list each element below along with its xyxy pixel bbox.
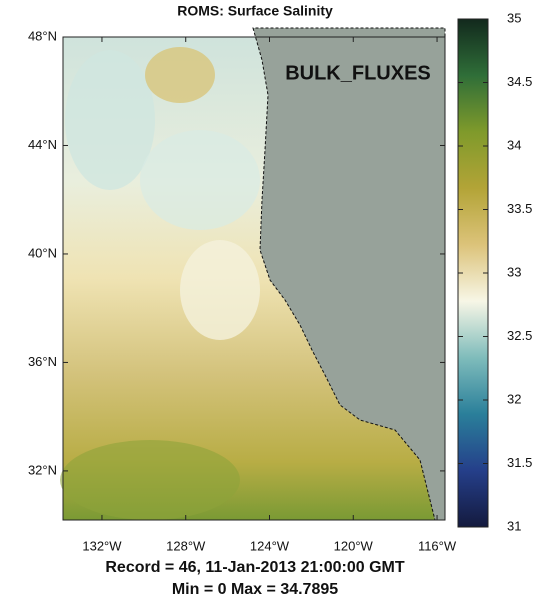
y-tick-label: 44°N (28, 137, 57, 152)
colorbar-tick-label: 34.5 (507, 74, 532, 89)
footer-record: Record = 46, 11-Jan-2013 21:00:00 GMT (105, 559, 404, 576)
fresh-water-patch (180, 240, 260, 340)
colorbar-tick-label: 33.5 (507, 201, 532, 216)
y-tick-label: 48°N (28, 28, 57, 43)
colorbar-tick-label: 35 (507, 10, 521, 25)
salty-patch (145, 47, 215, 103)
title: ROMS: Surface Salinity (177, 3, 333, 19)
colorbar-tick-label: 33 (507, 264, 521, 279)
x-tick-label: 128°W (166, 538, 206, 553)
colorbar-tick-label: 32.5 (507, 328, 532, 343)
colorbar-tick-label: 31 (507, 518, 521, 533)
colorbar-tick-label: 34 (507, 137, 521, 152)
salty-patch (60, 440, 240, 520)
map: BULK_FLUXES (60, 27, 446, 521)
x-tick-label: 132°W (82, 538, 122, 553)
y-tick-label: 36°N (28, 354, 57, 369)
colorbar-tick-label: 31.5 (507, 455, 532, 470)
y-tick-label: 32°N (28, 462, 57, 477)
x-tick-label: 124°W (250, 538, 290, 553)
x-tick-label: 116°W (418, 538, 457, 553)
fresh-water-patch (140, 130, 260, 230)
x-tick-label: 120°W (334, 538, 374, 553)
y-tick-label: 40°N (28, 245, 57, 260)
map-frame (62, 36, 446, 521)
fresh-water-patch (65, 50, 155, 190)
annotation: BULK_FLUXES (285, 62, 431, 84)
colorbar-tick-label: 32 (507, 391, 521, 406)
footer-minmax: Min = 0 Max = 34.7895 (172, 581, 338, 598)
